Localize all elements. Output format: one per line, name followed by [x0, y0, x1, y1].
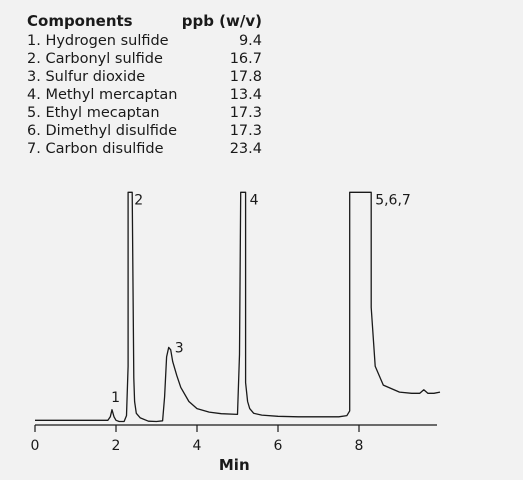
component-name: 2. Carbonyl sulfide [27, 51, 163, 67]
components-header: Components [27, 12, 133, 30]
component-name: 7. Carbon disulfide [27, 141, 164, 157]
chromatogram-trace [35, 191, 441, 423]
peak-label: 5,6,7 [375, 192, 411, 208]
component-name: 1. Hydrogen sulfide [27, 33, 169, 49]
peak-label: 1 [111, 390, 120, 406]
x-tick-label: 4 [193, 438, 202, 454]
x-tick-label: 6 [274, 438, 283, 454]
x-tick-label: 8 [355, 438, 364, 454]
components-table-header: Components ppb (w/v) [27, 12, 262, 32]
component-row: 4. Methyl mercaptan 13.4 [27, 86, 262, 104]
component-value: 23.4 [229, 141, 262, 157]
component-value: 17.8 [229, 69, 262, 85]
concentration-header: ppb (w/v) [181, 12, 262, 30]
component-value: 16.7 [229, 51, 262, 67]
peak-label: 2 [134, 192, 143, 208]
component-value: 17.3 [229, 105, 262, 121]
component-value: 17.3 [229, 123, 262, 139]
peak-label: 4 [250, 192, 259, 208]
component-name: 4. Methyl mercaptan [27, 87, 178, 103]
component-value: 13.4 [229, 87, 262, 103]
component-row: 2. Carbonyl sulfide 16.7 [27, 50, 262, 68]
component-name: 3. Sulfur dioxide [27, 69, 146, 85]
component-name: 6. Dimethyl disulfide [27, 123, 178, 139]
x-tick-label: 2 [112, 438, 121, 454]
component-row: 6. Dimethyl disulfide 17.3 [27, 122, 262, 140]
component-row: 5. Ethyl mecaptan 17.3 [27, 104, 262, 122]
component-value: 9.4 [238, 33, 262, 49]
x-axis-title: Min [219, 456, 250, 474]
x-axis-ticks: 0 2 4 6 8 [31, 425, 364, 454]
component-row: 1. Hydrogen sulfide 9.4 [27, 32, 262, 50]
component-row: 7. Carbon disulfide 23.4 [27, 140, 262, 158]
component-name: 5. Ethyl mecaptan [27, 105, 160, 121]
peak-labels: 1 2 3 4 5,6,7 [111, 192, 411, 405]
peak-label: 3 [175, 340, 184, 356]
component-row: 3. Sulfur dioxide 17.8 [27, 68, 262, 86]
components-table: Components ppb (w/v) 1. Hydrogen sulfide… [27, 12, 262, 158]
x-tick-label: 0 [31, 438, 40, 454]
